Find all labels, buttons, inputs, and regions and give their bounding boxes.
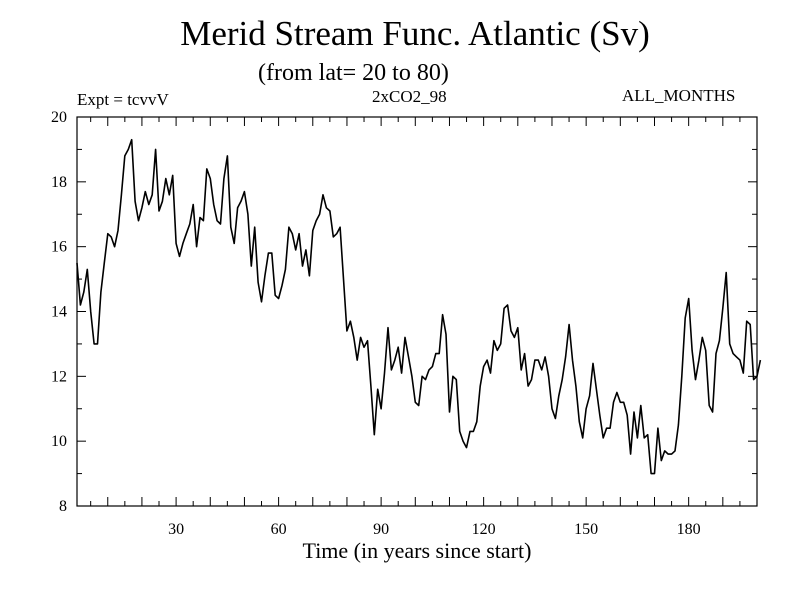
y-tick-label: 18	[51, 174, 67, 191]
chart-title: Merid Stream Func. Atlantic (Sv)	[180, 14, 650, 53]
axis-tick-labels: 30 60 90 120 150 180 8 10 12 14 16 18 20	[51, 109, 701, 538]
x-tick-label: 90	[373, 521, 389, 538]
x-tick-label: 30	[168, 521, 184, 538]
experiment-label: Expt = tcvvV	[77, 90, 169, 109]
x-tick-label: 120	[472, 521, 496, 538]
y-tick-label: 8	[59, 498, 67, 515]
series-group	[76, 138, 762, 475]
x-axis-label: Time (in years since start)	[302, 538, 532, 563]
x-tick-label: 150	[574, 521, 598, 538]
y-tick-label: 12	[51, 368, 67, 385]
chart-subtitle: (from lat= 20 to 80)	[258, 60, 449, 86]
series-line-0	[76, 138, 762, 475]
run-label: 2xCO2_98	[372, 87, 447, 106]
y-tick-label: 16	[51, 239, 67, 256]
period-label: ALL_MONTHS	[622, 86, 736, 105]
plot-frame	[76, 116, 758, 507]
y-tick-label: 10	[51, 433, 67, 450]
x-tick-label: 180	[677, 521, 701, 538]
axis-ticks	[77, 116, 758, 507]
y-tick-label: 14	[51, 304, 67, 321]
y-tick-label: 20	[51, 109, 67, 126]
x-tick-label: 60	[271, 521, 287, 538]
